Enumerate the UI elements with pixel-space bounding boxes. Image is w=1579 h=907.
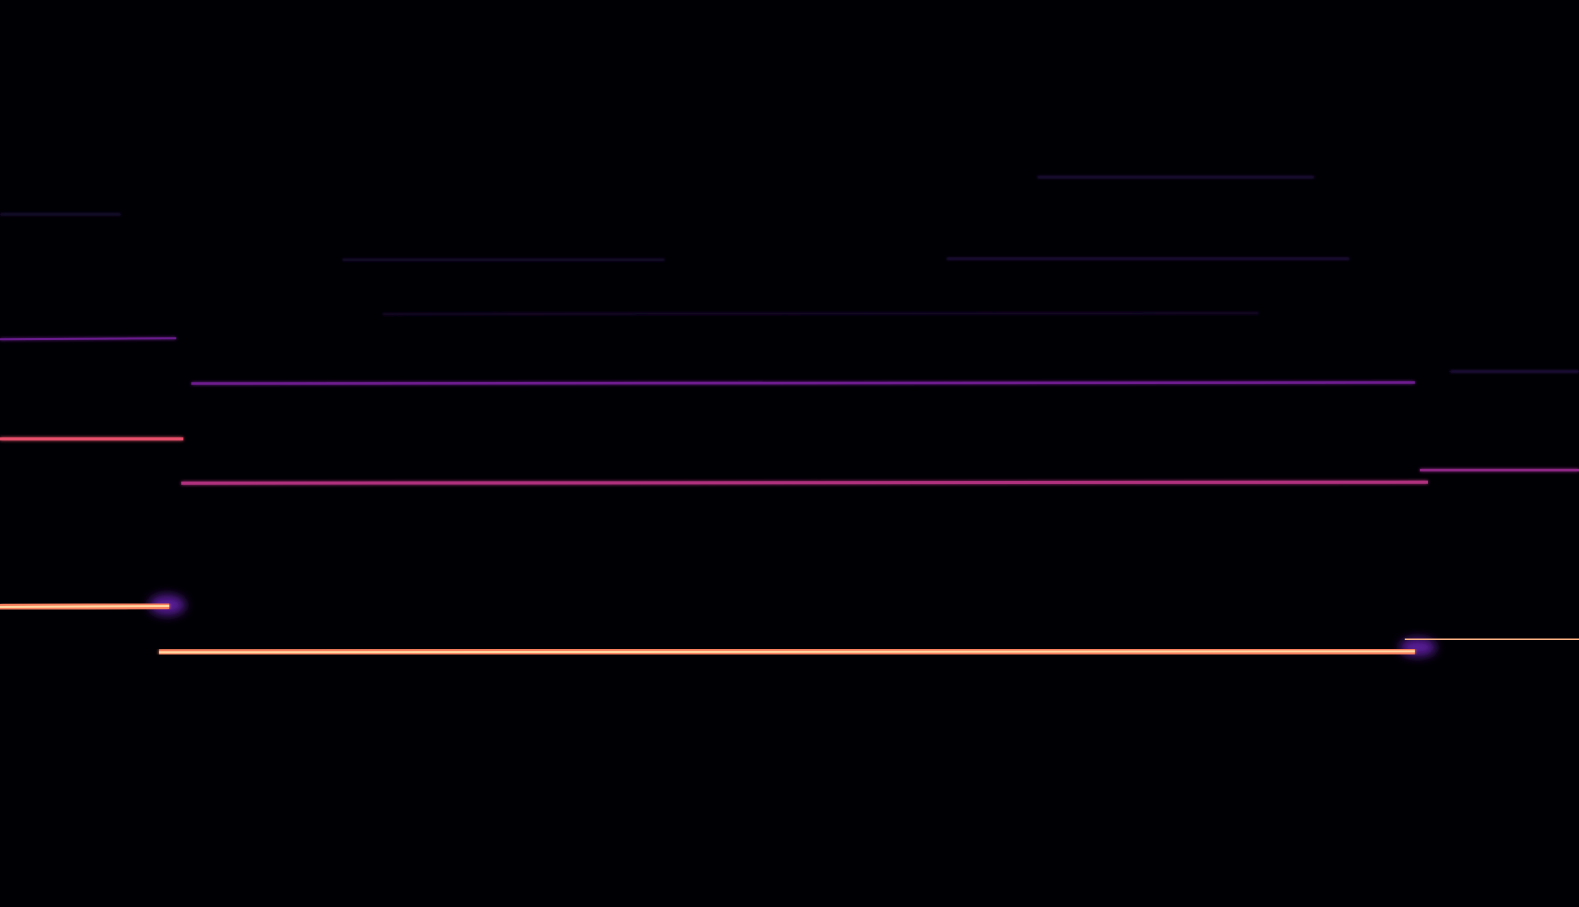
fundamental (0, 594, 1579, 657)
faint-harmonics (0, 176, 1579, 373)
harmonic-line (0, 337, 177, 341)
fundamental-core (0, 605, 170, 609)
fundamental-core (159, 650, 1415, 654)
harmonic-line (181, 480, 1428, 485)
harmonic-line (191, 381, 1415, 385)
harmonic-line (382, 312, 1259, 316)
harmonics (0, 337, 1579, 485)
